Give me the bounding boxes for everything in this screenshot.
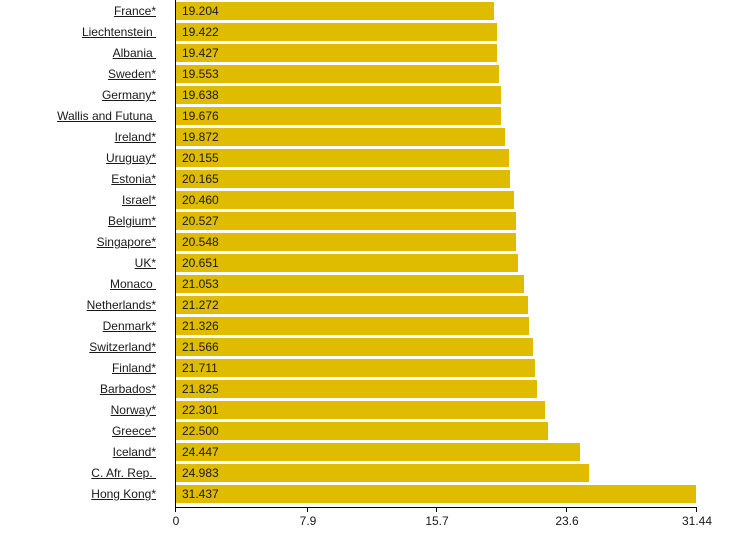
bar: 21.825: [176, 380, 537, 398]
bar-value-label: 24.983: [182, 466, 219, 480]
category-label[interactable]: Greece*: [111, 424, 156, 438]
bar: 20.165: [176, 170, 510, 188]
x-tick-label: 31.44: [681, 514, 713, 528]
bar: 21.566: [176, 338, 533, 356]
bar-value-label: 19.638: [182, 88, 219, 102]
category-label[interactable]: Norway*: [110, 403, 156, 417]
category-label[interactable]: Iceland*: [112, 445, 156, 459]
bar-value-label: 21.272: [182, 298, 219, 312]
x-tick-label: 15.7: [425, 514, 449, 528]
y-axis-line: [175, 0, 176, 507]
bar: 20.155: [176, 149, 510, 167]
bar-value-label: 22.500: [182, 424, 219, 438]
category-label[interactable]: Sweden*: [107, 67, 156, 81]
bar-value-label: 21.711: [182, 361, 218, 375]
x-tick-label: 7.9: [299, 514, 317, 528]
bar-value-label: 19.676: [182, 109, 219, 123]
category-label[interactable]: Netherlands*: [86, 298, 156, 312]
bar: 21.326: [176, 317, 529, 335]
x-tick: [175, 507, 176, 512]
category-label[interactable]: Uruguay*: [105, 151, 156, 165]
category-label[interactable]: Germany*: [101, 88, 156, 102]
x-tick: [307, 507, 308, 512]
bar-value-label: 21.053: [182, 277, 219, 291]
x-tick: [696, 507, 697, 512]
bar: 20.527: [176, 212, 516, 230]
bar-value-label: 20.165: [182, 172, 219, 186]
category-label[interactable]: Albania: [112, 46, 156, 60]
bar: 19.204: [176, 2, 494, 20]
bar: 21.711: [176, 359, 536, 377]
bar-value-label: 20.651: [182, 256, 219, 270]
bar: 20.548: [176, 233, 516, 251]
bar: 22.500: [176, 422, 549, 440]
bar-value-label: 19.204: [182, 4, 219, 18]
bar-value-label: 22.301: [182, 403, 219, 417]
bar: 22.301: [176, 401, 545, 419]
category-label[interactable]: Wallis and Futuna: [57, 109, 156, 123]
category-label[interactable]: Estonia*: [111, 172, 156, 186]
category-label[interactable]: Ireland*: [114, 130, 156, 144]
category-label[interactable]: UK*: [134, 256, 156, 270]
bar: 20.651: [176, 254, 518, 272]
bar-value-label: 20.155: [182, 151, 219, 165]
category-label[interactable]: Barbados*: [99, 382, 156, 396]
category-label[interactable]: Belgium*: [107, 214, 156, 228]
category-label[interactable]: Monaco: [109, 277, 156, 291]
bar: 19.638: [176, 86, 501, 104]
bar-value-label: 21.326: [182, 319, 219, 333]
bar-value-label: 19.427: [182, 46, 219, 60]
x-tick-label: 23.6: [555, 514, 579, 528]
bar: 20.460: [176, 191, 515, 209]
x-tick: [436, 507, 437, 512]
category-label[interactable]: Hong Kong*: [91, 487, 156, 501]
bar-value-label: 21.825: [182, 382, 219, 396]
category-label[interactable]: Switzerland*: [89, 340, 156, 354]
bar-value-label: 19.872: [182, 130, 219, 144]
category-label[interactable]: Israel*: [121, 193, 156, 207]
category-label[interactable]: France*: [113, 4, 156, 18]
category-label[interactable]: C. Afr. Rep.: [91, 466, 156, 480]
bar: 21.053: [176, 275, 525, 293]
bar-value-label: 20.460: [182, 193, 219, 207]
bar-value-label: 20.527: [182, 214, 219, 228]
bar: 31.437: [176, 485, 696, 503]
bar: 19.422: [176, 23, 498, 41]
bar: 19.676: [176, 107, 502, 125]
category-label[interactable]: Singapore*: [96, 235, 156, 249]
bar-value-label: 21.566: [182, 340, 219, 354]
category-label[interactable]: Denmark*: [102, 319, 156, 333]
bar: 24.447: [176, 443, 581, 461]
category-label[interactable]: Finland*: [111, 361, 156, 375]
category-label[interactable]: Liechtenstein: [81, 25, 156, 39]
bar: 21.272: [176, 296, 528, 314]
bar-value-label: 31.437: [182, 487, 219, 501]
bar: 24.983: [176, 464, 590, 482]
bar: 19.553: [176, 65, 500, 83]
bar-value-label: 19.553: [182, 67, 219, 81]
bar-value-label: 24.447: [182, 445, 219, 459]
bar-value-label: 19.422: [182, 25, 219, 39]
x-tick-label: 0: [172, 514, 180, 528]
bar: 19.872: [176, 128, 505, 146]
bar: 19.427: [176, 44, 498, 62]
x-tick: [566, 507, 567, 512]
bar-value-label: 20.548: [182, 235, 219, 249]
